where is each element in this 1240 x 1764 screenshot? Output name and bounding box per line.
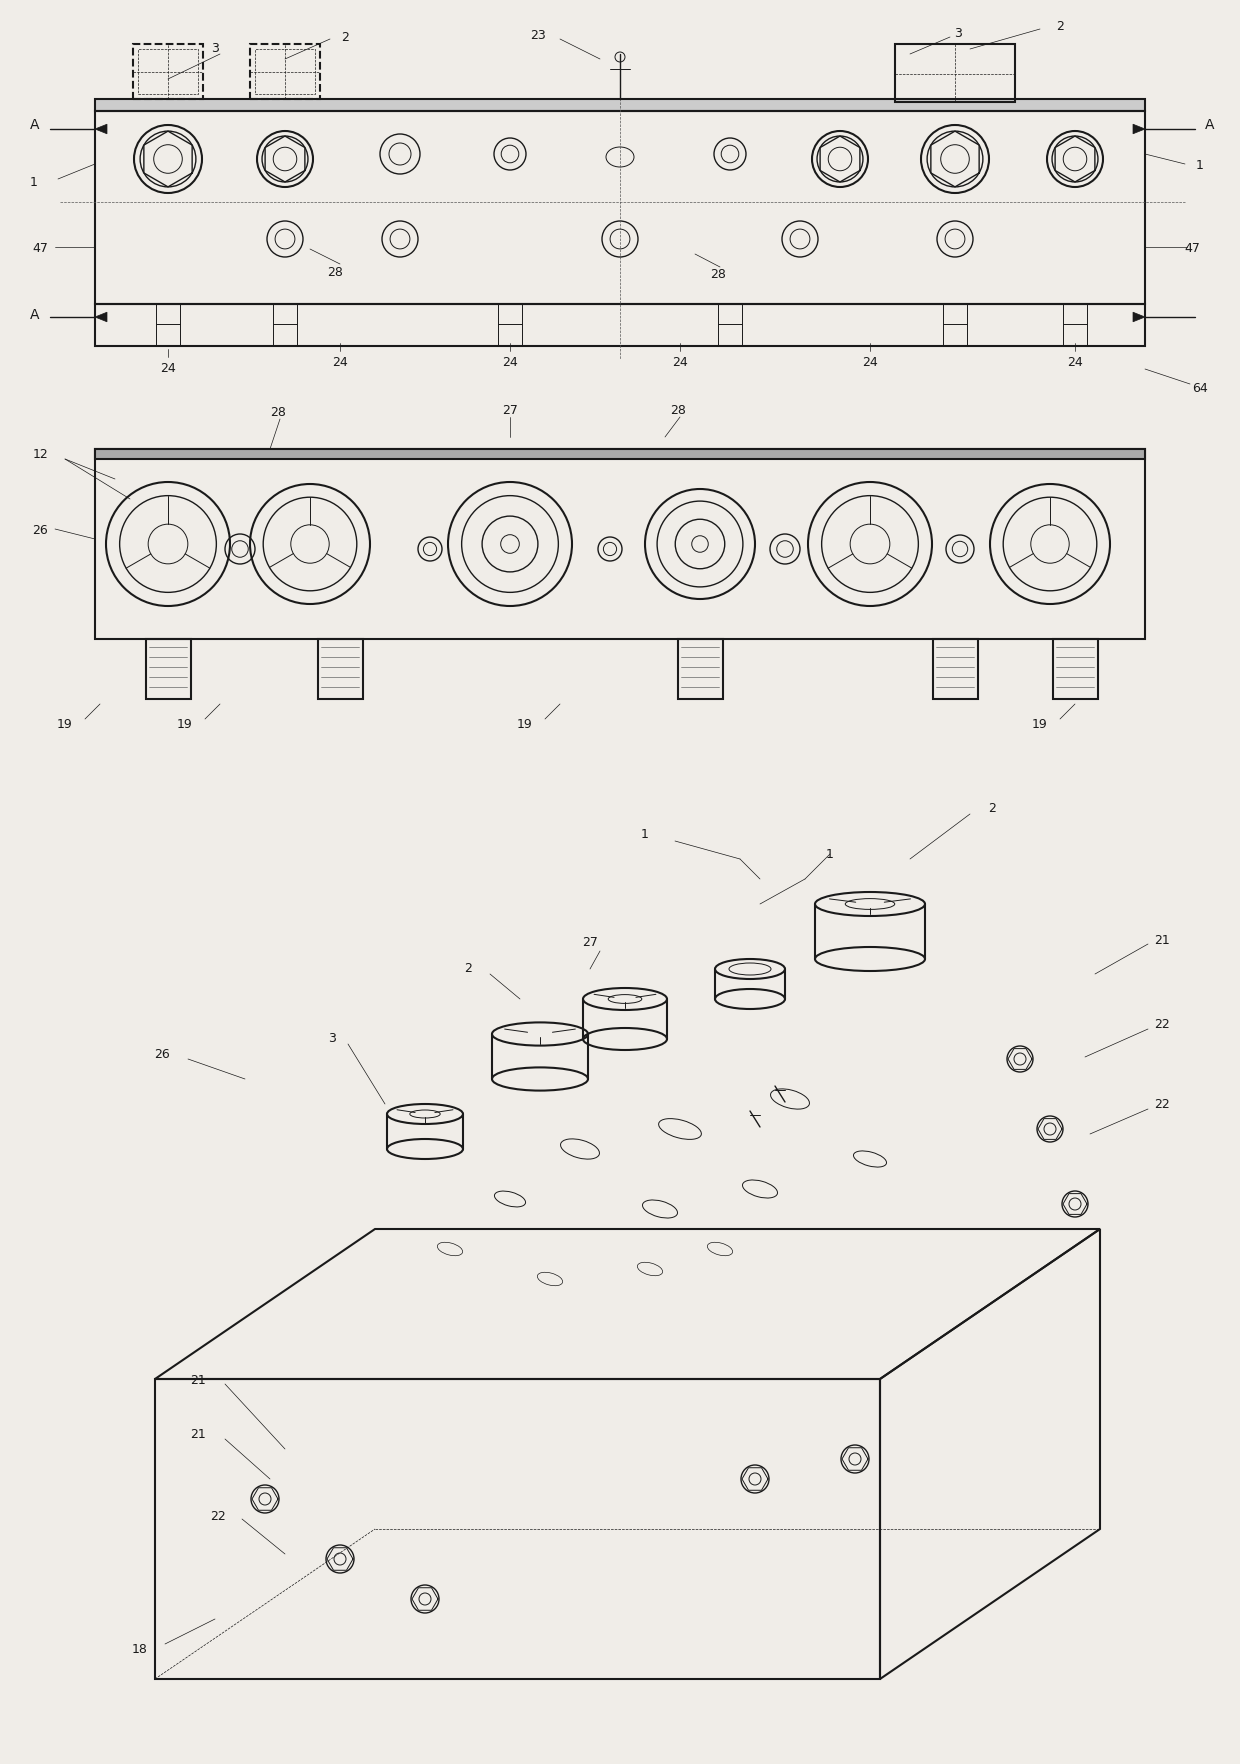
Text: A: A (1205, 118, 1215, 132)
Bar (138, 49, 198, 95)
Text: 28: 28 (670, 404, 686, 418)
Text: 2: 2 (1056, 19, 1064, 32)
Text: 24: 24 (1068, 355, 1083, 369)
Text: 2: 2 (988, 801, 996, 813)
Text: 19: 19 (517, 718, 533, 730)
Text: 24: 24 (672, 355, 688, 369)
Text: 1: 1 (641, 827, 649, 841)
Text: 27: 27 (502, 404, 518, 416)
Bar (895, 44, 1016, 102)
Text: 19: 19 (1032, 718, 1048, 730)
Text: A: A (30, 309, 40, 321)
Text: 26: 26 (32, 524, 48, 536)
Text: 28: 28 (711, 268, 725, 280)
Polygon shape (1133, 125, 1145, 134)
Text: 3: 3 (329, 1030, 336, 1044)
Polygon shape (95, 125, 107, 134)
Text: 1: 1 (1197, 159, 1204, 171)
Text: 3: 3 (954, 26, 962, 39)
Bar (317, 640, 363, 700)
Text: 2: 2 (464, 961, 472, 974)
Text: 28: 28 (327, 265, 343, 279)
Bar (95, 305, 1145, 348)
Text: 21: 21 (190, 1372, 206, 1387)
Text: 21: 21 (190, 1427, 206, 1441)
Text: 27: 27 (582, 937, 598, 949)
Polygon shape (95, 312, 107, 323)
Text: 47: 47 (32, 242, 48, 254)
Text: 22: 22 (1154, 1097, 1169, 1111)
Text: 28: 28 (270, 406, 286, 420)
Text: 64: 64 (1192, 381, 1208, 395)
Bar (1053, 640, 1097, 700)
Bar (95, 450, 1145, 640)
Text: 2: 2 (341, 30, 348, 44)
Text: 26: 26 (154, 1048, 170, 1060)
Text: 21: 21 (1154, 933, 1169, 946)
Text: 22: 22 (1154, 1018, 1169, 1030)
Text: 19: 19 (177, 718, 193, 730)
Bar (255, 49, 315, 95)
Text: 19: 19 (57, 718, 73, 730)
Text: 22: 22 (210, 1510, 226, 1522)
Text: 12: 12 (32, 448, 48, 460)
Bar (678, 640, 723, 700)
Bar (95, 111, 1145, 305)
Bar (146, 640, 191, 700)
Text: 1: 1 (30, 175, 38, 189)
Text: 24: 24 (862, 355, 878, 369)
Polygon shape (1133, 312, 1145, 323)
Text: 1: 1 (826, 848, 835, 861)
Text: 47: 47 (1184, 242, 1200, 254)
Bar (95, 450, 1145, 460)
Text: 24: 24 (332, 355, 348, 369)
Text: 23: 23 (531, 28, 546, 42)
Text: 3: 3 (211, 42, 219, 55)
Text: A: A (30, 118, 40, 132)
Bar (95, 101, 1145, 111)
Text: 18: 18 (133, 1642, 148, 1656)
Bar (932, 640, 978, 700)
Text: 24: 24 (160, 362, 176, 374)
Text: 24: 24 (502, 355, 518, 369)
